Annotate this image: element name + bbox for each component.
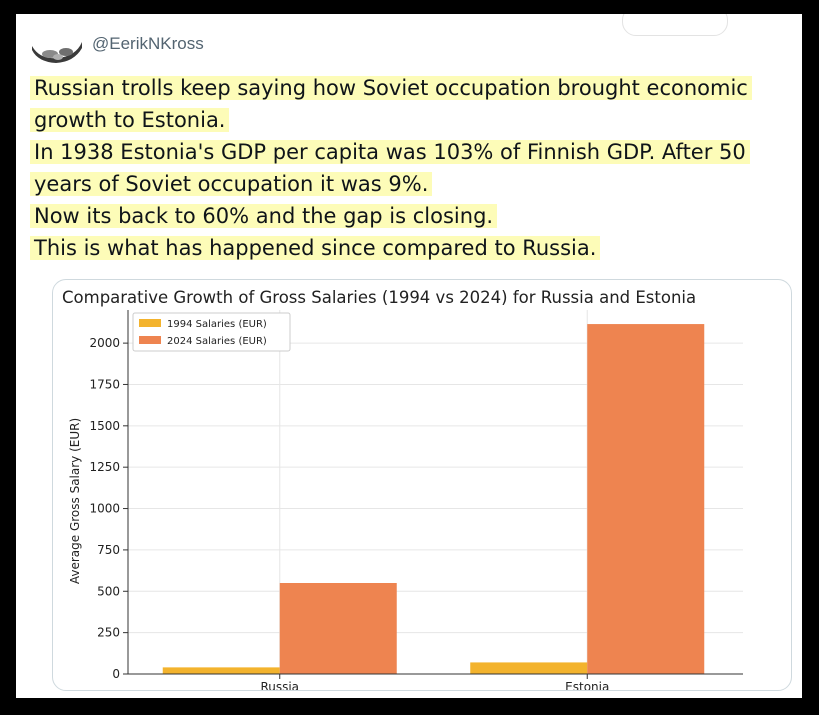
tweet-line: Russian trolls keep saying how Soviet oc…: [30, 72, 790, 104]
bar-russia-1994: [162, 667, 280, 674]
y-ticks: 0 250 500 750 1000 1250 1500 1750 2000: [89, 336, 128, 681]
y-tick-label: 1500: [89, 419, 120, 433]
y-tick-label: 0: [112, 667, 120, 681]
y-tick-label: 500: [97, 584, 120, 598]
legend-swatch-2024: [139, 336, 161, 344]
tweet-line: Now its back to 60% and the gap is closi…: [30, 200, 790, 232]
tweet-text: Russian trolls keep saying how Soviet oc…: [30, 72, 790, 264]
top-pill-button[interactable]: [622, 14, 728, 36]
bar-russia-2024: [279, 583, 397, 674]
x-tick-label: Estonia: [565, 680, 609, 690]
bar-chart: Comparative Growth of Gross Salaries (19…: [62, 288, 743, 690]
bar-estonia-1994: [470, 662, 588, 674]
chart-legend: 1994 Salaries (EUR) 2024 Salaries (EUR): [132, 312, 291, 352]
y-tick-label: 750: [97, 543, 120, 557]
bars: [162, 324, 705, 674]
legend-label-2024: 2024 Salaries (EUR): [167, 336, 267, 347]
tweet-line: growth to Estonia.: [30, 104, 790, 136]
user-handle[interactable]: @EerikNKross: [92, 34, 204, 53]
y-tick-label: 250: [97, 626, 120, 640]
avatar-image: [30, 30, 84, 66]
y-tick-label: 1250: [89, 460, 120, 474]
x-tick-label: Russia: [260, 680, 299, 690]
y-tick-label: 2000: [89, 336, 120, 350]
y-tick-label: 1000: [89, 502, 120, 516]
avatar[interactable]: [30, 30, 84, 66]
chart-card[interactable]: Comparative Growth of Gross Salaries (19…: [52, 279, 792, 691]
bar-estonia-2024: [587, 324, 705, 674]
y-tick-label: 1750: [89, 377, 120, 391]
tweet-line: In 1938 Estonia's GDP per capita was 103…: [30, 136, 790, 168]
legend-swatch-1994: [139, 319, 161, 327]
axes: [127, 310, 743, 675]
tweet-line: This is what has happened since compared…: [30, 232, 790, 264]
x-ticks: Russia Estonia: [260, 674, 609, 690]
screenshot-frame: @EerikNKross Russian trolls keep saying …: [16, 14, 802, 698]
chart-title: Comparative Growth of Gross Salaries (19…: [62, 288, 696, 307]
tweet-line: years of Soviet occupation it was 9%.: [30, 168, 790, 200]
y-axis-label: Average Gross Salary (EUR): [68, 418, 82, 584]
legend-label-1994: 1994 Salaries (EUR): [167, 319, 267, 330]
legend-box: [132, 312, 291, 352]
